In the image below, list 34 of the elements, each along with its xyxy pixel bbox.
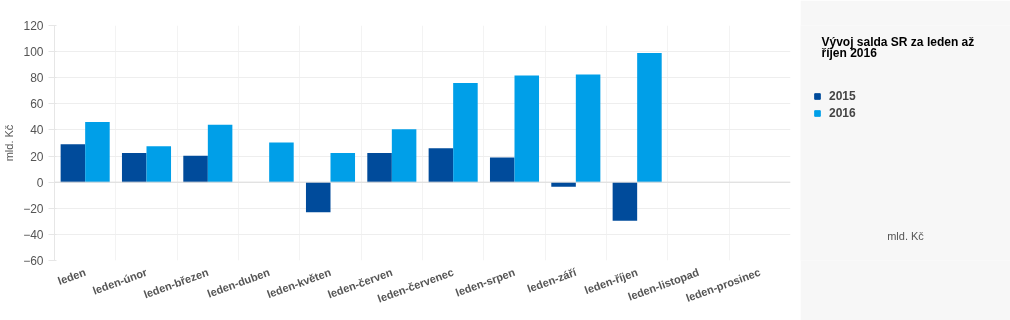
bar xyxy=(428,148,454,183)
text: mld. Kč xyxy=(887,229,925,242)
bar xyxy=(183,155,208,183)
bar xyxy=(269,142,294,183)
bar xyxy=(85,122,110,183)
y-axis-title: mld. Kč xyxy=(3,124,16,162)
bar xyxy=(121,152,147,183)
y-tick-label: 40 xyxy=(30,123,44,138)
bar xyxy=(330,152,356,183)
y-tick-label: 20 xyxy=(30,149,44,164)
bar xyxy=(514,75,540,183)
bar xyxy=(489,157,515,183)
bar xyxy=(367,152,392,183)
bar xyxy=(637,52,662,183)
y-tick-label: 0 xyxy=(36,175,44,190)
text: Vývoj salda SR za leden až říjen 2016 xyxy=(821,35,975,61)
y-tick-label: 60 xyxy=(30,97,44,112)
bar xyxy=(146,146,172,183)
bar xyxy=(391,129,417,183)
y-tick-label: 80 xyxy=(30,71,44,86)
y-tick-label: −20 xyxy=(23,201,44,216)
y-tick-label: −40 xyxy=(23,227,44,242)
legend-label: 2015 xyxy=(829,89,856,103)
bar xyxy=(60,144,86,183)
bar xyxy=(453,82,478,183)
legend-label: 2016 xyxy=(829,106,856,120)
y-tick-label: 120 xyxy=(23,19,44,33)
bar xyxy=(612,182,638,221)
x-tick-label: leden xyxy=(56,265,88,287)
y-tick-label: −60 xyxy=(23,254,44,268)
bar xyxy=(305,182,331,213)
bar xyxy=(207,124,233,183)
bar xyxy=(575,74,601,183)
y-tick-label: 100 xyxy=(23,45,44,60)
